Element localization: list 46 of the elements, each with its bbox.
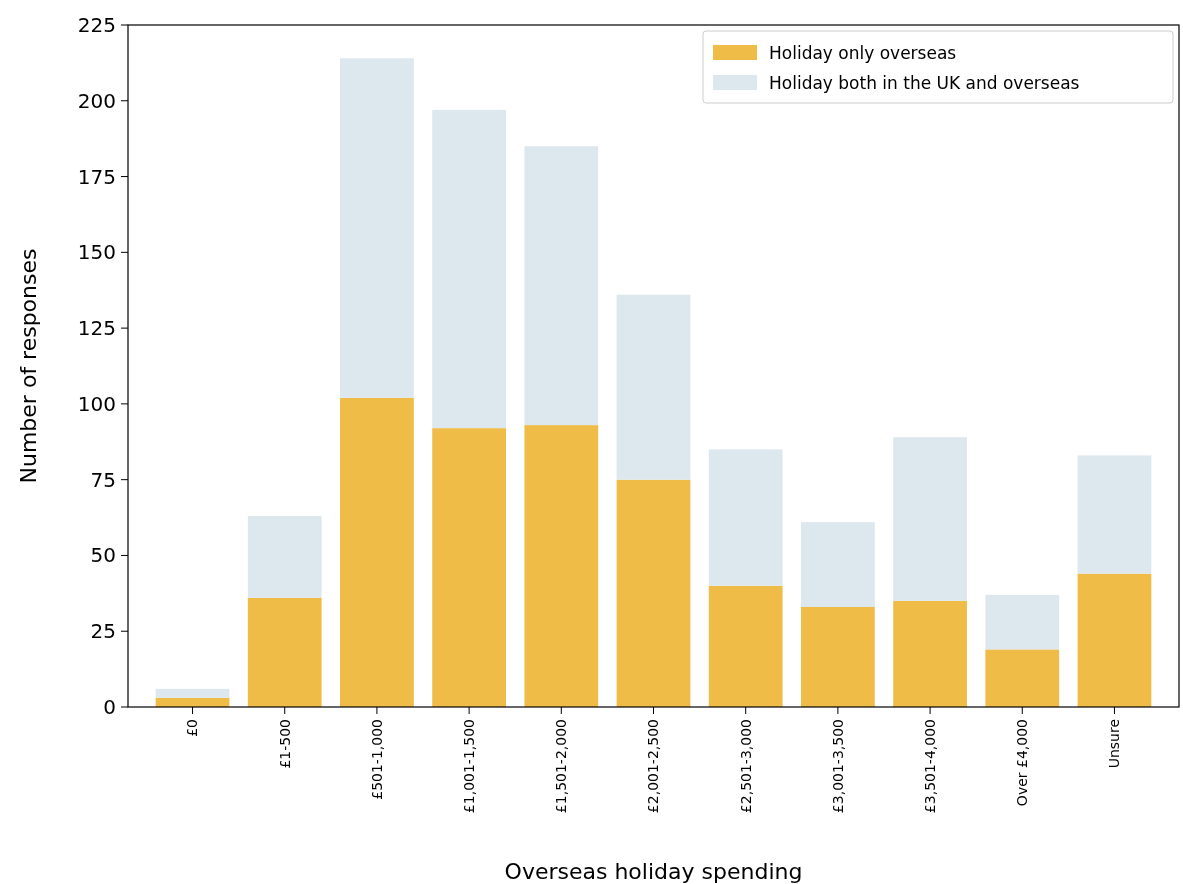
bar xyxy=(893,437,967,601)
bar xyxy=(893,600,967,707)
bar xyxy=(708,585,783,707)
y-tick-label: 200 xyxy=(77,88,116,113)
bar xyxy=(985,649,1060,707)
y-tick-label: 75 xyxy=(90,467,116,492)
y-tick-label: 125 xyxy=(77,316,116,341)
x-tick-label: £0 xyxy=(184,719,201,737)
bar xyxy=(708,449,783,586)
bar xyxy=(432,109,506,429)
legend-label: Holiday both in the UK and overseas xyxy=(769,72,1080,93)
bar xyxy=(247,516,322,598)
bar xyxy=(340,58,414,398)
bar xyxy=(1077,573,1152,707)
bar xyxy=(985,594,1060,650)
y-axis-title: Number of responses xyxy=(16,248,41,484)
x-tick-label: £1,501-2,000 xyxy=(553,719,570,814)
bar xyxy=(155,688,230,698)
x-tick-label: £3,001-3,500 xyxy=(829,719,846,814)
y-tick-label: 150 xyxy=(77,240,116,265)
bar xyxy=(432,428,506,707)
x-tick-label: £1-500 xyxy=(276,719,293,769)
bar xyxy=(524,146,599,426)
y-tick-label: 100 xyxy=(77,391,116,416)
bar xyxy=(247,597,322,707)
bar xyxy=(1077,455,1152,574)
x-tick-label: £501-1,000 xyxy=(368,719,385,800)
x-tick-label: £1,001-1,500 xyxy=(461,719,478,814)
x-tick-label: £2,501-3,000 xyxy=(737,719,754,814)
y-tick-label: 175 xyxy=(77,164,116,189)
x-tick-label: Unsure xyxy=(1106,719,1123,769)
y-tick-label: 25 xyxy=(90,619,116,644)
y-tick-label: 225 xyxy=(77,13,116,37)
y-tick-label: 0 xyxy=(103,695,116,719)
legend-label: Holiday only overseas xyxy=(769,42,957,63)
bar xyxy=(616,294,691,480)
y-tick-label: 50 xyxy=(90,543,116,568)
bar xyxy=(801,606,875,707)
x-tick-label: £2,001-2,500 xyxy=(645,719,662,814)
x-axis-title: Overseas holiday spending xyxy=(504,859,803,884)
bar xyxy=(524,425,599,707)
x-tick-label: £3,501-4,000 xyxy=(921,719,938,814)
bar xyxy=(616,479,691,707)
bar xyxy=(340,397,414,707)
x-tick-label: Over £4,000 xyxy=(1014,719,1031,807)
bar xyxy=(801,522,875,607)
